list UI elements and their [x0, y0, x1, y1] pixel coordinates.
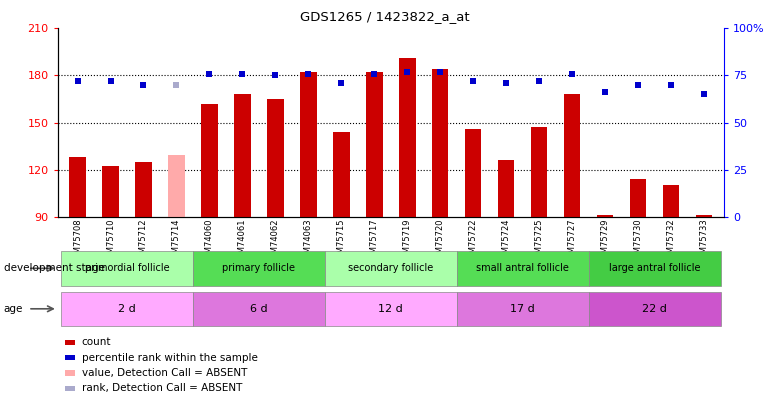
Text: large antral follicle: large antral follicle: [609, 263, 700, 273]
Text: 17 d: 17 d: [511, 304, 535, 314]
Text: 22 d: 22 d: [642, 304, 667, 314]
Bar: [564, 94, 581, 217]
Text: 6 d: 6 d: [250, 304, 268, 314]
Bar: [193, 292, 325, 326]
Text: age: age: [4, 304, 23, 314]
Bar: [432, 69, 448, 217]
Text: development stage: development stage: [4, 263, 105, 273]
Bar: [588, 251, 721, 286]
Bar: [300, 72, 316, 217]
Bar: [696, 215, 712, 217]
Bar: [366, 72, 383, 217]
Text: 2 d: 2 d: [118, 304, 136, 314]
Bar: [69, 157, 85, 217]
Text: count: count: [82, 337, 111, 347]
Text: rank, Detection Call = ABSENT: rank, Detection Call = ABSENT: [82, 384, 242, 393]
Text: primary follicle: primary follicle: [223, 263, 296, 273]
Bar: [465, 129, 481, 217]
Bar: [333, 132, 350, 217]
Bar: [663, 185, 679, 217]
Bar: [531, 127, 547, 217]
Bar: [61, 292, 193, 326]
Bar: [457, 292, 588, 326]
Bar: [168, 156, 185, 217]
Bar: [399, 58, 416, 217]
Text: secondary follicle: secondary follicle: [348, 263, 434, 273]
Text: percentile rank within the sample: percentile rank within the sample: [82, 353, 257, 362]
Bar: [597, 215, 614, 217]
Bar: [588, 292, 721, 326]
Bar: [201, 104, 218, 217]
Bar: [325, 251, 457, 286]
Bar: [457, 251, 588, 286]
Bar: [102, 166, 119, 217]
Text: 12 d: 12 d: [378, 304, 403, 314]
Bar: [61, 251, 193, 286]
Text: primordial follicle: primordial follicle: [85, 263, 169, 273]
Bar: [498, 160, 514, 217]
Bar: [193, 251, 325, 286]
Text: small antral follicle: small antral follicle: [476, 263, 569, 273]
Bar: [234, 94, 251, 217]
Bar: [267, 99, 283, 217]
Text: GDS1265 / 1423822_a_at: GDS1265 / 1423822_a_at: [300, 10, 470, 23]
Text: value, Detection Call = ABSENT: value, Detection Call = ABSENT: [82, 368, 247, 378]
Bar: [630, 179, 646, 217]
Bar: [325, 292, 457, 326]
Bar: [136, 162, 152, 217]
